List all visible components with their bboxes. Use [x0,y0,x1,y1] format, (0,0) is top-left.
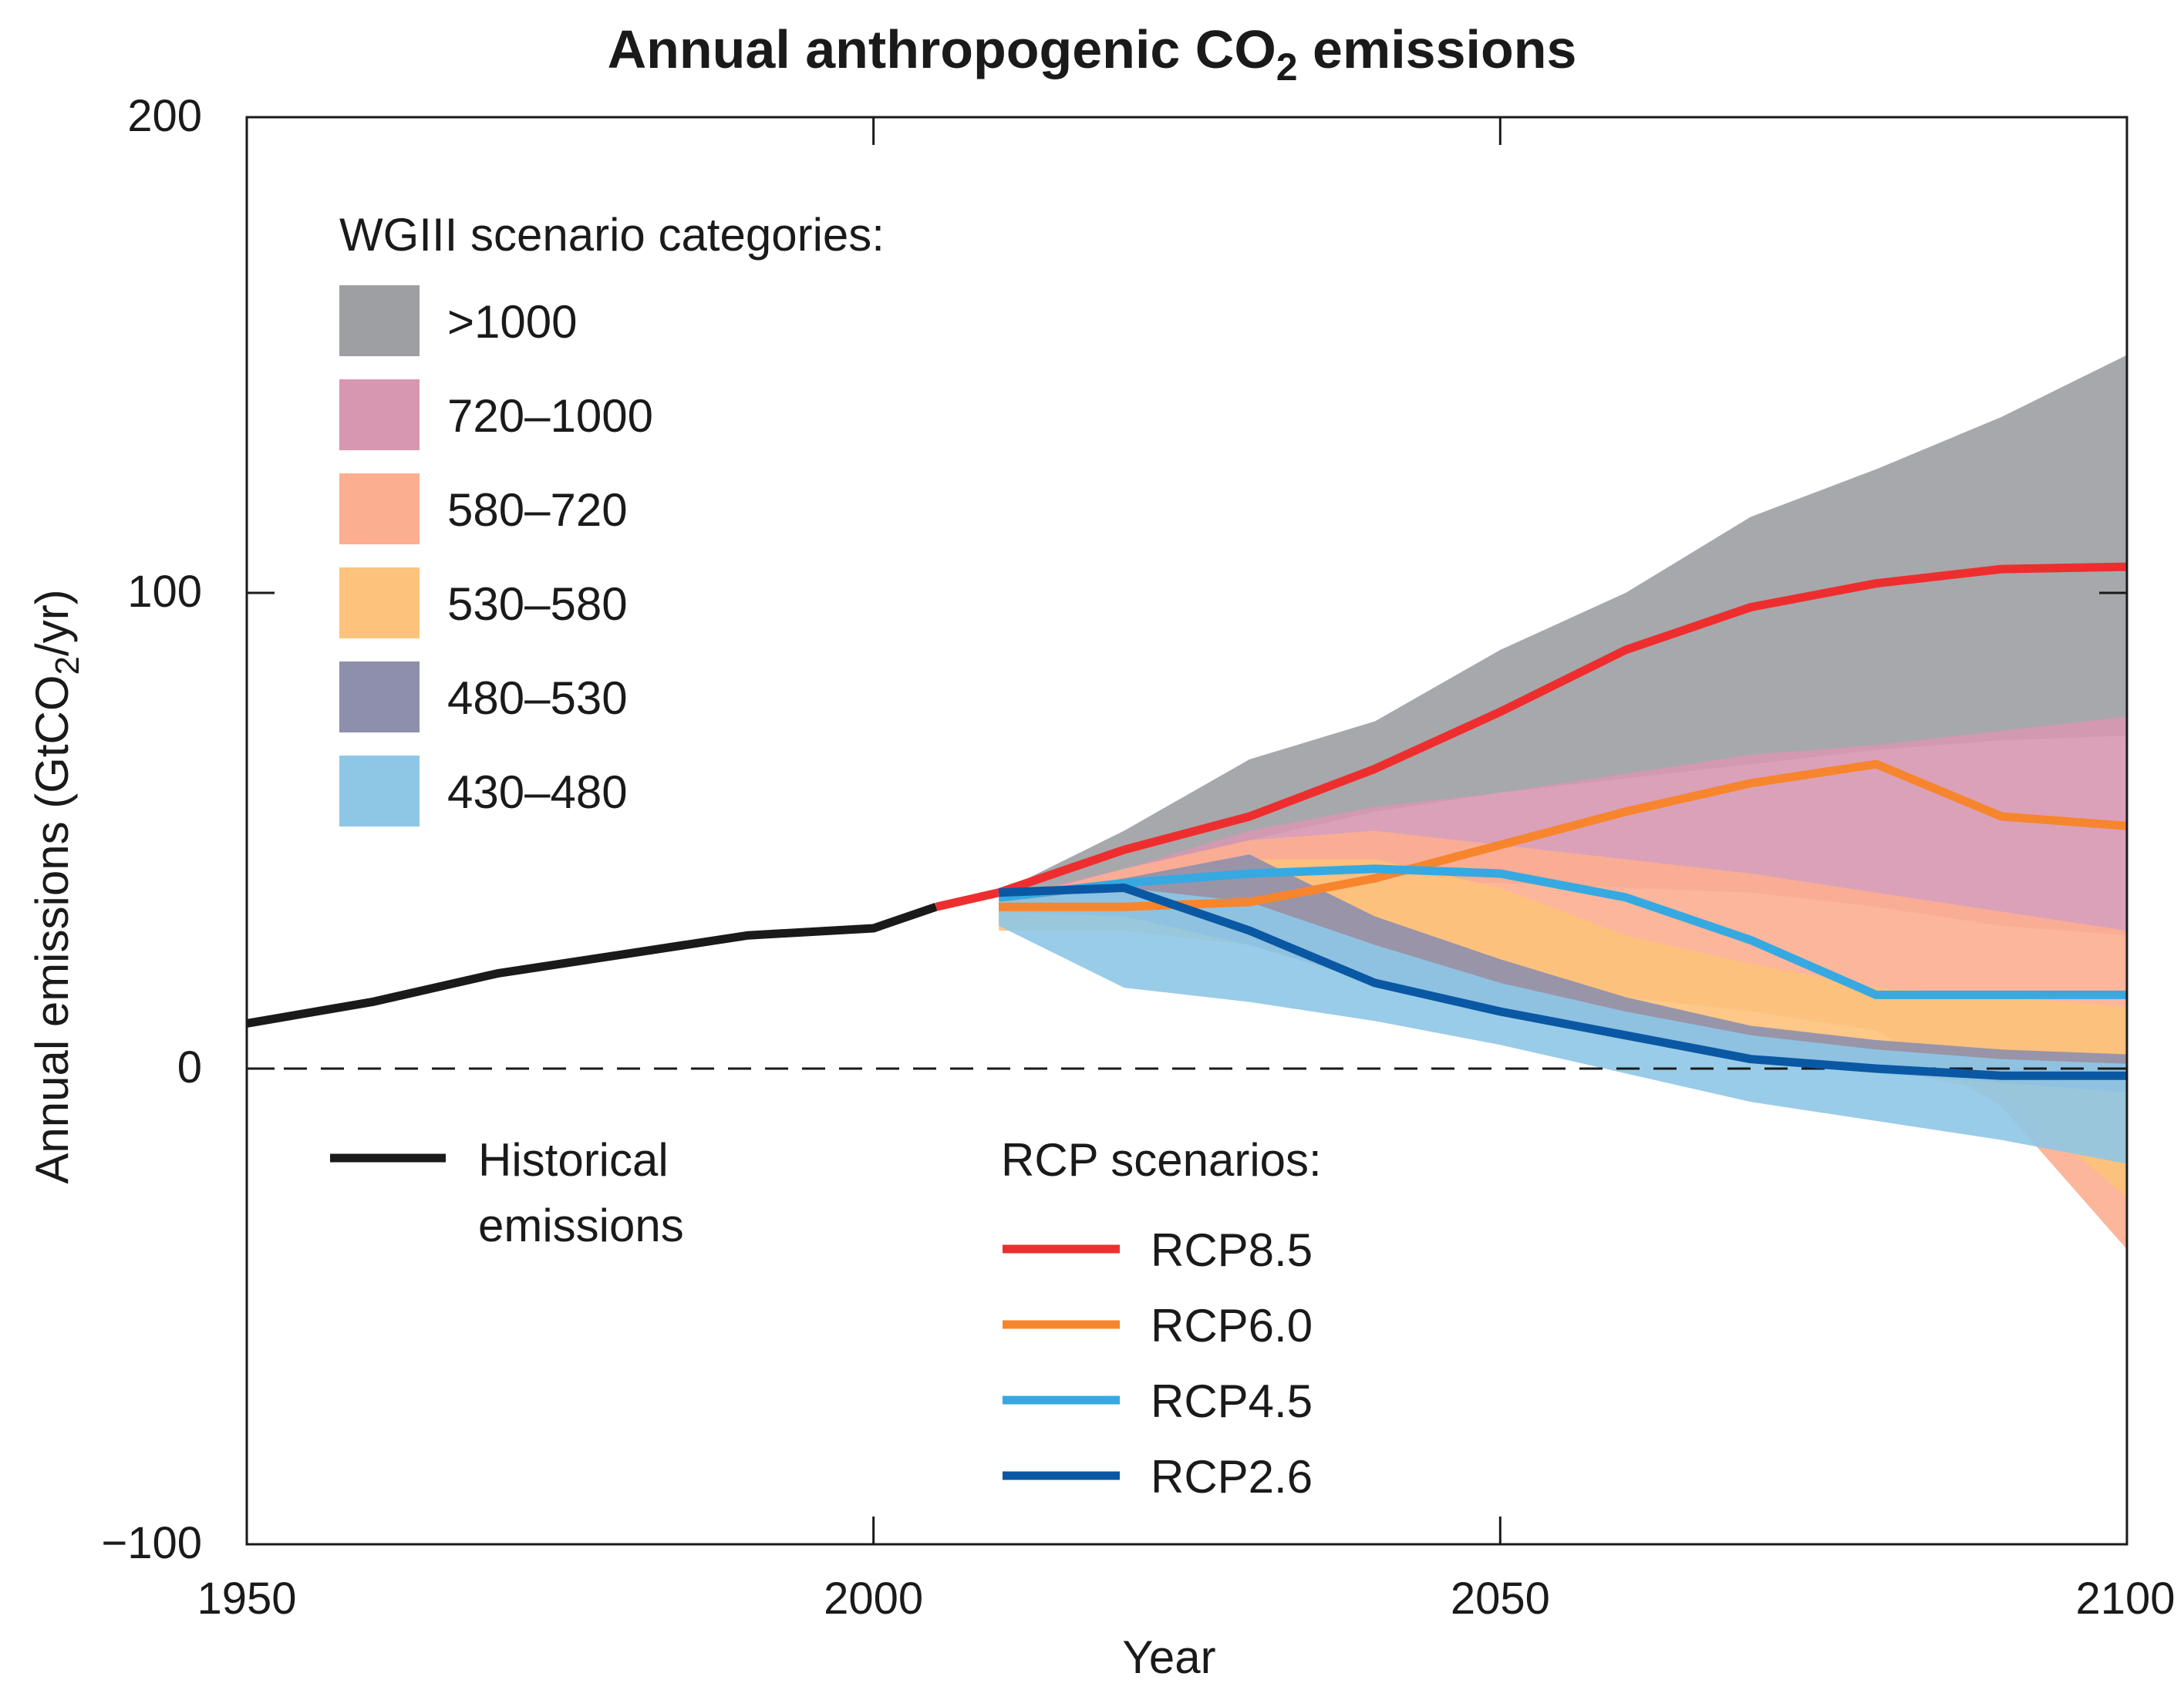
chart-title: Annual anthropogenic CO2 emissions [608,19,1577,89]
x-axis-ticks: 1950 2000 2050 2100 [197,117,2176,1624]
y-tick-label: 0 [177,1042,202,1092]
historical-legend-label-line1: Historical [478,1134,669,1186]
band-legend-label: 720–1000 [447,390,653,442]
y-axis-label: Annual emissions (GtCO2/yr) [26,589,86,1183]
band-legend-label: 430–480 [447,766,628,818]
wgiii-legend-title: WGIII scenario categories: [339,209,885,261]
series-line-rcp4-5 [998,864,2127,999]
y-axis-label-subscript: 2 [49,656,86,675]
chart-title-rest: emissions [1298,19,1577,79]
x-tick-label: 1950 [197,1574,296,1624]
chart-title-subscript: 2 [1276,45,1298,89]
rcp-legend-label: RCP4.5 [1151,1375,1313,1427]
band-1 [999,355,2127,902]
y-axis-label-rest: /yr) [26,589,78,656]
band-legend-swatch [339,473,420,544]
series-line-rcp8-5 [935,562,2128,911]
wgiii-legend: WGIII scenario categories: >1000 720–1000… [339,209,885,826]
band-legend-swatch [339,662,420,732]
rcp-legend-label: RCP8.5 [1151,1224,1313,1276]
y-axis-label-main: Annual emissions (GtCO [26,675,78,1183]
x-tick-label: 2100 [2075,1574,2175,1624]
x-tick-label: 2000 [824,1574,923,1624]
chart-title-main: Annual anthropogenic CO [608,19,1276,79]
emission-lines [246,562,2128,1080]
band-legend-swatch [339,567,420,638]
band-legend-swatch [339,756,420,826]
x-axis-label: Year [1122,1631,1215,1683]
plot-frame [245,116,2128,1546]
band-legend-label: >1000 [447,296,578,348]
series-line-rcp2-6 [998,884,2127,1080]
historical-legend: Historical emissions [330,1134,684,1251]
rcp-legend-label: RCP6.0 [1151,1300,1313,1352]
band-legend-swatch [339,285,420,356]
y-tick-label: 100 [127,567,202,617]
rcp-legend: RCP scenarios: RCP8.5 RCP6.0 RCP4.5 RCP2.6 [1001,1134,1322,1503]
band-legend-swatch [339,379,420,450]
plot-border [245,116,2128,1546]
historical-legend-label-line2: emissions [478,1200,684,1251]
x-tick-label: 2050 [1451,1574,1550,1624]
band-3 [999,830,2127,1250]
band-legend-label: 530–580 [447,578,628,630]
band-legend-label: 480–530 [447,672,628,724]
y-axis-ticks: 200 100 0 −100 [101,91,2127,1568]
y-tick-label: 200 [127,91,202,141]
y-tick-label: −100 [101,1518,202,1568]
rcp-legend-title: RCP scenarios: [1001,1134,1322,1186]
series-line-historical-emissions [246,902,938,1028]
band-legend-label: 580–720 [447,484,628,536]
rcp-legend-label: RCP2.6 [1151,1451,1313,1503]
series-line-rcp6-0 [999,759,2128,911]
